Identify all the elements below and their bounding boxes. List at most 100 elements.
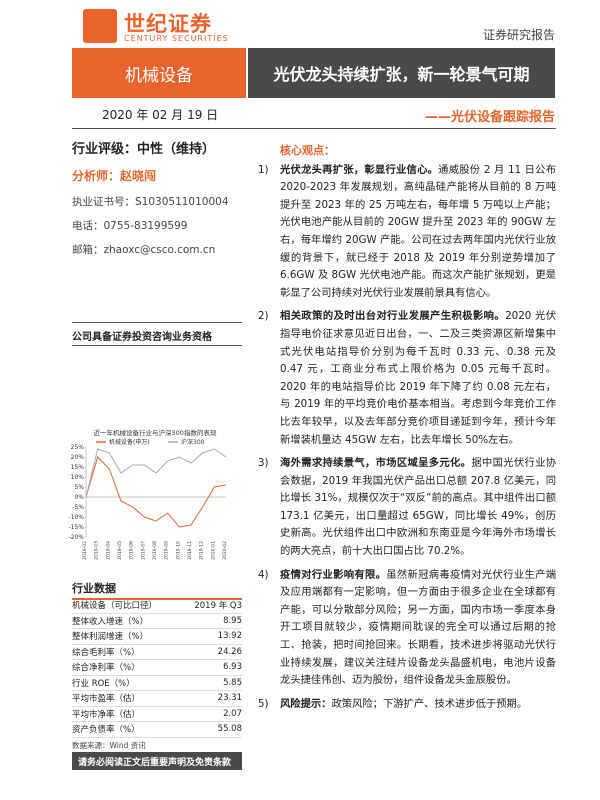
item: 1) 光伏龙头再扩张，彰显行业信心。通威股份 2 月 11 日公布 2020-20…	[258, 162, 556, 303]
item: 4) 疫情对行业影响有限。虽然新冠病毒疫情对光伏行业生产端及应用端都有一定影响，但…	[258, 567, 556, 690]
email: 邮箱：zhaoxc@csco.com.cn	[72, 244, 216, 256]
legend-label: 机械设备(申万)	[109, 438, 150, 446]
rating: 行业评级：中性（维持）	[72, 142, 216, 157]
divider	[72, 345, 242, 346]
table-cell: 行业 ROE（%）	[72, 675, 181, 691]
table-cell: 55.08	[180, 721, 242, 738]
x-tick-label: 2019-08	[152, 541, 158, 560]
chart-title: 近一年机械设备行业与沪深300指数的表现	[94, 428, 217, 437]
y-tick-label: 0%	[74, 494, 84, 501]
x-tick-label: 2019-07	[140, 541, 146, 560]
item-text: 据中国光伏行业协会数据，2019 年我国光伏产品出口总额 207.8 亿美元，同…	[280, 457, 557, 558]
item-lead: 光伏龙头再扩张，彰显行业信心。	[280, 163, 439, 176]
divider	[72, 128, 556, 129]
item: 5) 风险提示：政策风险；下游扩产、技术进步低于预期。	[258, 696, 556, 714]
item-number: 2)	[258, 310, 269, 323]
table-cell: 8.95	[180, 613, 242, 629]
divider	[72, 322, 242, 323]
table-cell: 机械设备（可比口径）	[72, 598, 181, 614]
table-row: 综合毛利率（%） 24.26	[72, 644, 242, 660]
x-tick-label: 2019-10	[175, 541, 181, 560]
item-body: 风险提示：政策风险；下游扩产、技术进步低于预期。	[280, 696, 527, 714]
x-tick-label: 2020-02	[222, 541, 228, 560]
footer-bar: 请务必阅读正文后重要声明及免责条款	[72, 752, 242, 770]
item-number: 4)	[258, 568, 269, 581]
subtitle: ——光伏设备跟踪报告	[424, 110, 555, 125]
x-tick-label: 2019-04	[105, 541, 111, 560]
table-cell: 综合毛利率（%）	[72, 644, 181, 660]
logo-icon	[83, 9, 117, 43]
core-title: 核心观点：	[280, 144, 335, 157]
y-tick-label: 25%	[71, 444, 85, 451]
headline-banner: 光伏龙头持续扩张，新一轮景气可期	[248, 48, 555, 98]
license: 执业证书号：S1030511010004	[72, 196, 229, 208]
y-tick-label: 5%	[74, 484, 84, 491]
table-cell: 13.92	[180, 628, 242, 645]
x-tick-label: 2019-03	[94, 541, 100, 560]
sector-banner: 机械设备	[72, 48, 246, 98]
phone: 电话：0755-83199599	[72, 220, 188, 232]
item-body: 相关政策的及时出台对行业发展产生积极影响。2020 光伏指导电价征求意见近日出台…	[280, 308, 556, 449]
y-tick-label: -10%	[68, 514, 84, 521]
analyst: 分析师：赵晓闯	[72, 169, 157, 183]
table-row: 综合净利率（%） 6.93	[72, 659, 242, 676]
table-cell: 综合净利率（%）	[72, 659, 181, 676]
doc-type: 证券研究报告	[482, 28, 555, 42]
table-cell: 6.93	[180, 659, 242, 676]
table-cell: 整体收入增速（%）	[72, 613, 181, 629]
table-row: 行业 ROE（%） 5.85	[72, 675, 242, 691]
y-tick-label: 15%	[71, 464, 85, 471]
item-body: 疫情对行业影响有限。虽然新冠病毒疫情对光伏行业生产端及应用端都有一定影响，但一方…	[280, 567, 556, 690]
table-title: 行业数据	[72, 580, 242, 600]
legend-label: 沪深300	[181, 438, 205, 446]
x-tick-label: 2019-06	[129, 541, 135, 560]
logo-subtext: CENTURY SECURITIES	[124, 34, 229, 43]
item-lead: 疫情对行业影响有限。	[280, 568, 387, 581]
item-body: 光伏龙头再扩张，彰显行业信心。通威股份 2 月 11 日公布 2020-2023…	[280, 162, 556, 303]
y-tick-label: -20%	[68, 534, 84, 541]
item-text: 政策风险；下游扩产、技术进步低于预期。	[331, 697, 528, 710]
y-tick-label: -5%	[72, 504, 84, 511]
item-lead: 风险提示：	[280, 697, 332, 710]
table-row: 平均市净率（估） 2.07	[72, 706, 242, 722]
table-cell: 整体利润增速（%）	[72, 628, 181, 645]
table-row: 机械设备（可比口径） 2019 年 Q3	[72, 598, 242, 614]
y-tick-label: 10%	[71, 474, 85, 481]
logo-text: 世纪证券	[124, 12, 212, 36]
qualification: 公司具备证券投资咨询业务资格	[72, 332, 212, 343]
x-tick-label: 2019-02	[82, 541, 88, 560]
series-line	[85, 456, 227, 528]
x-tick-label: 2019-05	[117, 541, 123, 560]
item-text: 虽然新冠病毒疫情对光伏行业生产端及应用端都有一定影响，但一方面由于很多企业在全球…	[280, 568, 556, 687]
x-tick-label: 2019-09	[164, 541, 170, 560]
x-tick-label: 2019-11	[187, 541, 193, 560]
core-views: 核心观点： 1) 光伏龙头再扩张，彰显行业信心。通威股份 2 月 11 日公布 2…	[258, 142, 556, 719]
table-row: 整体利润增速（%） 13.92	[72, 628, 242, 645]
table-cell: 23.31	[180, 690, 242, 707]
table-cell: 平均市盈率（估）	[72, 690, 181, 707]
x-tick-label: 2020-01	[210, 541, 216, 560]
y-tick-label: 20%	[71, 454, 85, 461]
item-list: 1) 光伏龙头再扩张，彰显行业信心。通威股份 2 月 11 日公布 2020-20…	[258, 162, 556, 714]
table-row: 整体收入增速（%） 8.95	[72, 613, 242, 629]
item: 2) 相关政策的及时出台对行业发展产生积极影响。2020 光伏指导电价征求意见近日…	[258, 308, 556, 449]
item-number: 1)	[258, 163, 269, 176]
item-text: 2020 光伏指导电价征求意见近日出台，一、二及三类资源区新增集中式光伏电站指导…	[280, 310, 557, 446]
sidebar: 行业评级：中性（维持） 分析师：赵晓闯 执业证书号：S1030511010004…	[72, 138, 242, 266]
table-row: 资产负债率（%） 55.08	[72, 721, 242, 738]
table-row: 平均市盈率（估） 23.31	[72, 690, 242, 707]
industry-table: 机械设备（可比口径） 2019 年 Q3 整体收入增速（%） 8.95 整体利润增速（%…	[72, 598, 242, 738]
date: 2020 年 02 月 19 日	[102, 108, 219, 122]
table-cell: 24.26	[180, 644, 242, 660]
table-cell: 平均市净率（估）	[72, 706, 181, 722]
item-number: 3)	[258, 457, 269, 470]
item-body: 海外需求持续景气，市场区域呈多元化。据中国光伏行业协会数据，2019 年我国光伏…	[280, 455, 556, 561]
item-number: 5)	[258, 697, 269, 710]
table-cell: 资产负债率（%）	[72, 721, 181, 738]
table-cell: 5.85	[180, 675, 242, 691]
item-lead: 相关政策的及时出台对行业发展产生积极影响。	[280, 310, 506, 323]
x-tick-label: 2019-12	[199, 541, 205, 560]
y-tick-label: -15%	[68, 524, 84, 531]
